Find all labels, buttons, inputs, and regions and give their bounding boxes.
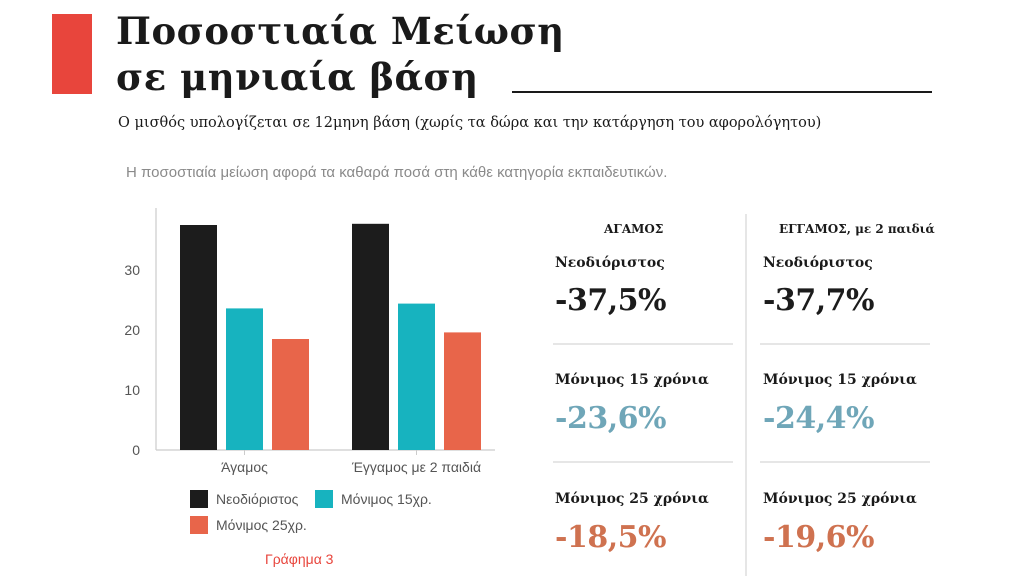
legend-item-neodioristos: Νεοδιόριστος (190, 490, 298, 508)
legend-label-neodioristos: Νεοδιόριστος (216, 491, 299, 507)
subtitle: Ο μισθός υπολογίζεται σε 12μηνη βάση (χω… (118, 115, 822, 131)
legend-swatch-monimos15 (315, 490, 333, 508)
bar-1-0 (226, 308, 263, 450)
row-label-monimos25-eggamos: Μόνιμος 25 χρόνια (763, 491, 917, 507)
grid-divider-h1-left (553, 343, 733, 345)
grid-divider-h1-right (760, 343, 930, 345)
value-neodioristos-eggamos: -37,7% (763, 283, 875, 318)
legend-item-monimos25: Μόνιμος 25χρ. (190, 516, 307, 534)
row-label-monimos25-agamos: Μόνιμος 25 χρόνια (555, 491, 709, 507)
value-monimos15-agamos: -23,6% (555, 401, 667, 436)
row-label-monimos15-eggamos: Μόνιμος 15 χρόνια (763, 372, 917, 388)
legend-swatch-neodioristos (190, 490, 208, 508)
value-monimos25-agamos: -18,5% (555, 520, 667, 555)
title-line-1: Ποσοστιαία Μείωση (116, 9, 565, 53)
legend-swatch-monimos25 (190, 516, 208, 534)
value-monimos15-eggamos: -24,4% (763, 401, 875, 436)
row-label-neodioristos-eggamos: Νεοδιόριστος (763, 255, 873, 271)
title-rule (512, 91, 932, 93)
legend-item-monimos15: Μόνιμος 15χρ. (315, 490, 432, 508)
note: Η ποσοστιαία μείωση αφορά τα καθαρά ποσά… (126, 164, 668, 181)
col-header-agamos: ΑΓΑΜΟΣ (604, 222, 664, 236)
page-title: Ποσοστιαία Μείωση σε μηνιαία βάση (116, 8, 565, 100)
accent-bar (52, 14, 92, 94)
y-tick-label: 30 (124, 262, 140, 278)
y-tick-label: 10 (124, 382, 140, 398)
row-label-neodioristos-agamos: Νεοδιόριστος (555, 255, 665, 271)
row-label-monimos15-agamos: Μόνιμος 15 χρόνια (555, 372, 709, 388)
bar-2-1 (444, 332, 481, 450)
bar-0-1 (352, 223, 389, 450)
grid-divider-h2-right (760, 461, 930, 463)
grid-divider-h2-left (553, 461, 733, 463)
y-tick-label: 0 (132, 442, 140, 458)
grid-divider-vertical (745, 214, 747, 576)
value-neodioristos-agamos: -37,5% (555, 283, 667, 318)
bar-chart: 0 10 20 30 Άγαμος Έγγαμος με 2 παιδιά (124, 208, 495, 475)
bar-0-0 (180, 225, 217, 450)
value-monimos25-eggamos: -19,6% (763, 520, 875, 555)
chart-caption: Γράφημα 3 (265, 551, 334, 567)
title-line-2: σε μηνιαία βάση (116, 55, 479, 99)
y-tick-label: 20 (124, 322, 140, 338)
col-header-eggamos: ΕΓΓΑΜΟΣ, με 2 παιδιά (779, 222, 935, 236)
legend-label-monimos15: Μόνιμος 15χρ. (341, 491, 432, 507)
x-tick-label: Έγγαμος με 2 παιδιά (351, 459, 481, 475)
bar-2-0 (272, 339, 309, 450)
x-tick-label: Άγαμος (221, 459, 268, 475)
bar-1-1 (398, 303, 435, 450)
legend-label-monimos25: Μόνιμος 25χρ. (216, 517, 307, 533)
